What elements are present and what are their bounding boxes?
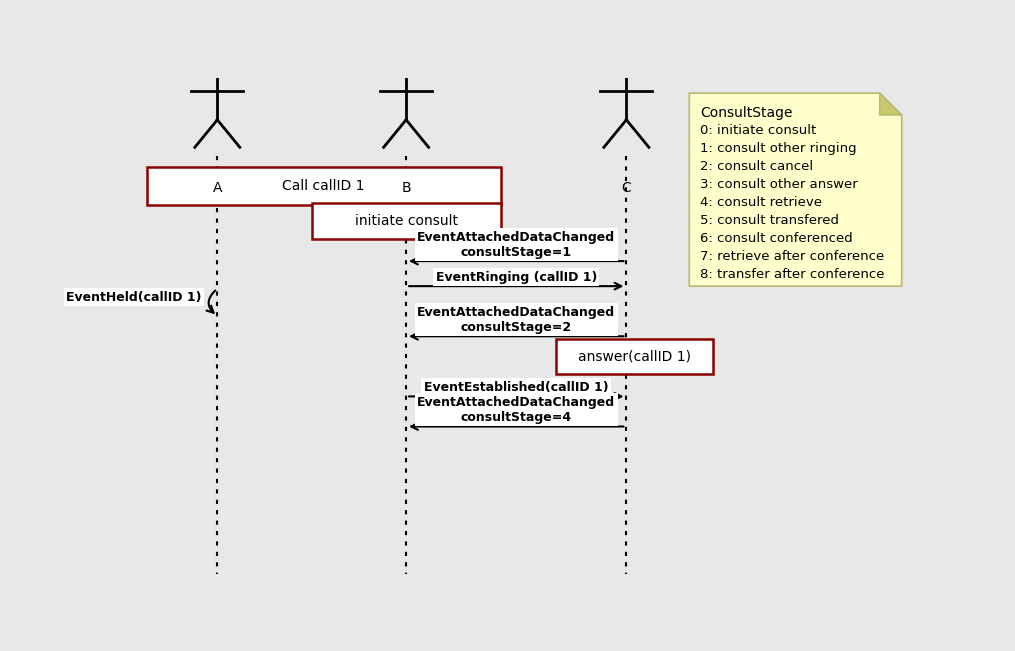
Text: EventEstablished(callID 1): EventEstablished(callID 1) — [424, 381, 609, 394]
Text: initiate consult: initiate consult — [354, 214, 458, 228]
Text: A: A — [212, 181, 222, 195]
Circle shape — [386, 48, 426, 74]
Text: ConsultStage: ConsultStage — [700, 105, 793, 120]
Text: 0: initiate consult: 0: initiate consult — [700, 124, 817, 137]
Polygon shape — [689, 93, 901, 286]
Circle shape — [606, 48, 647, 74]
Text: answer(callID 1): answer(callID 1) — [578, 350, 691, 363]
Text: 1: consult other ringing: 1: consult other ringing — [700, 142, 857, 155]
Text: 5: consult transfered: 5: consult transfered — [700, 214, 839, 227]
FancyBboxPatch shape — [312, 203, 500, 238]
Text: EventRinging (callID 1): EventRinging (callID 1) — [435, 271, 597, 284]
Text: 3: consult other answer: 3: consult other answer — [700, 178, 858, 191]
FancyBboxPatch shape — [146, 167, 500, 205]
Text: 4: consult retrieve: 4: consult retrieve — [700, 196, 822, 209]
Text: B: B — [401, 181, 411, 195]
Text: EventAttachedDataChanged
consultStage=1: EventAttachedDataChanged consultStage=1 — [417, 230, 615, 258]
Text: 8: transfer after conference: 8: transfer after conference — [700, 268, 885, 281]
Polygon shape — [880, 93, 901, 115]
FancyBboxPatch shape — [555, 339, 713, 374]
Text: 2: consult cancel: 2: consult cancel — [700, 160, 813, 173]
Text: 6: consult conferenced: 6: consult conferenced — [700, 232, 853, 245]
Text: EventAttachedDataChanged
consultStage=4: EventAttachedDataChanged consultStage=4 — [417, 396, 615, 424]
Text: 7: retrieve after conference: 7: retrieve after conference — [700, 250, 885, 263]
Text: Call callID 1: Call callID 1 — [282, 179, 364, 193]
Circle shape — [197, 48, 238, 74]
Text: EventHeld(callID 1): EventHeld(callID 1) — [66, 291, 202, 304]
Text: EventAttachedDataChanged
consultStage=2: EventAttachedDataChanged consultStage=2 — [417, 306, 615, 334]
Text: C: C — [621, 181, 631, 195]
